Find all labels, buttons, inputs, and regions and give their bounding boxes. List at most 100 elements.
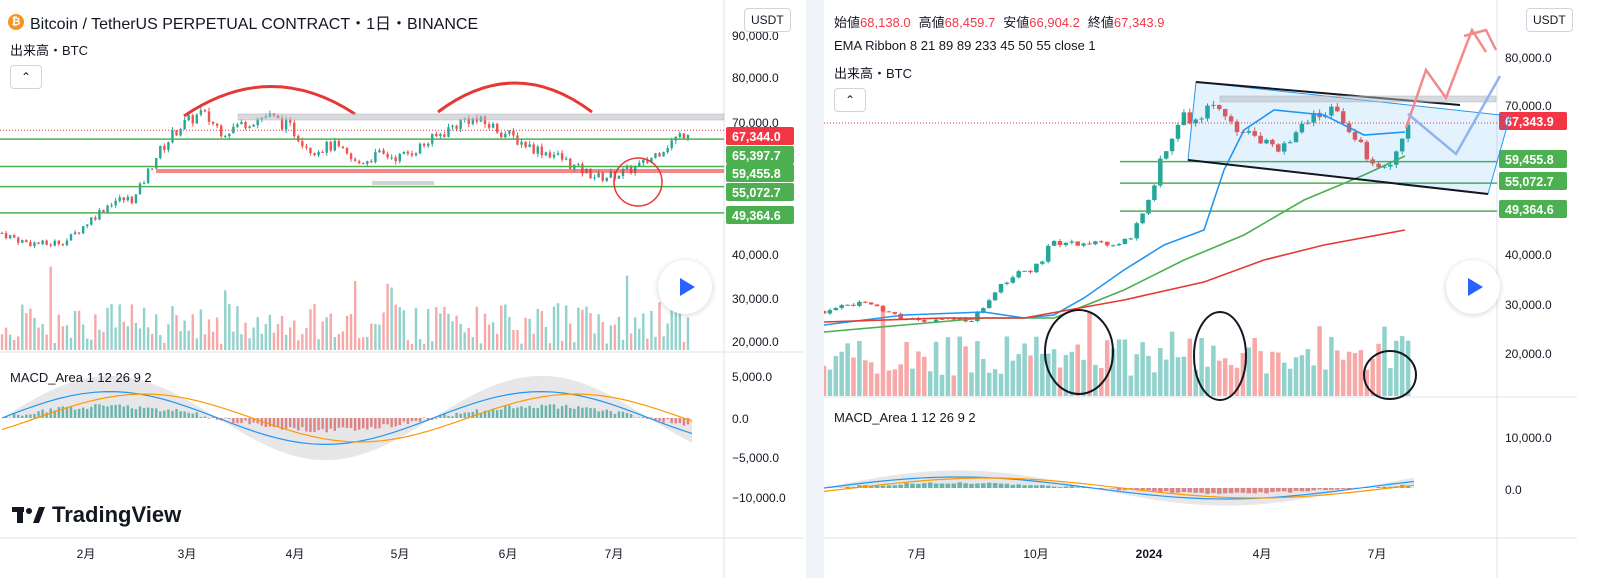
volume-bar: [171, 306, 174, 350]
price-tag: [726, 183, 794, 201]
price-tag-label: 55,072.7: [1505, 175, 1554, 189]
volume-bar: [1004, 336, 1010, 396]
right-chart-panel[interactable]: 80,000.0 70,000.0 40,000.0 30,000.0 20,000.0…: [824, 0, 1600, 578]
candle-body: [1211, 104, 1216, 106]
volume-bar: [1376, 343, 1381, 396]
volume-bar: [467, 327, 470, 350]
candle-body: [1093, 241, 1098, 245]
volume-bar: [1010, 360, 1016, 396]
candle-body: [1152, 185, 1157, 200]
macd-histogram-bar: [1045, 485, 1051, 488]
volume-bar: [163, 342, 166, 350]
volume-bar: [516, 329, 519, 350]
volume-bar: [824, 365, 827, 396]
candle-body: [1364, 141, 1370, 160]
collapse-indicators-button[interactable]: ⌃: [834, 88, 866, 112]
macd-histogram-bar: [512, 408, 515, 418]
left-chart-canvas[interactable]: 90,000.0 80,000.0 70,000.0 40,000.0 30,000.0…: [0, 0, 806, 578]
candle-body: [670, 140, 673, 149]
candle-body: [150, 168, 154, 170]
volume-bar: [349, 313, 353, 350]
macd-histogram-bar: [102, 405, 105, 418]
macd-histogram-bar: [467, 412, 470, 418]
macd-histogram-bar: [138, 406, 142, 418]
candle-body: [922, 320, 927, 322]
volume-bar: [167, 324, 170, 350]
macd-histogram-bar: [171, 411, 174, 418]
candle-body: [1045, 245, 1051, 262]
candle-body: [662, 152, 665, 157]
left-chart-panel[interactable]: 90,000.0 80,000.0 70,000.0 40,000.0 30,000.0…: [0, 0, 806, 578]
volume-bar: [106, 307, 109, 350]
ohlc-value: 66,904.2: [1029, 15, 1080, 30]
macd-histogram-bar: [520, 406, 523, 418]
candle-body: [839, 305, 844, 309]
candle-body: [1081, 243, 1086, 246]
candle-body: [77, 232, 81, 234]
right-chart-canvas[interactable]: 80,000.0 70,000.0 40,000.0 30,000.0 20,000.0…: [824, 0, 1600, 578]
volume-bar: [1093, 364, 1098, 396]
volume-bar: [1364, 369, 1370, 396]
volume-bar: [613, 324, 617, 350]
volume-bar: [268, 314, 272, 350]
candle-body: [288, 119, 292, 123]
volume-bar: [646, 338, 649, 350]
tradingview-logo[interactable]: TradingView: [12, 502, 181, 528]
candle-body: [69, 234, 73, 241]
macd-histogram-bar: [992, 482, 998, 488]
candle-body: [329, 141, 332, 151]
candle-body: [556, 153, 560, 155]
macd-histogram-bar: [426, 418, 430, 421]
volume-bar: [593, 333, 596, 350]
macd-histogram-bar: [183, 411, 186, 418]
candle-body: [1199, 118, 1204, 120]
candle-body: [122, 197, 125, 201]
candle-body: [504, 133, 507, 138]
candle-body: [1034, 263, 1039, 273]
volume-bar: [536, 308, 539, 350]
time-axis-label: 4月: [1253, 547, 1272, 561]
candle-body: [957, 318, 962, 320]
candle-body: [378, 150, 381, 153]
volume-bar: [130, 304, 134, 350]
collapse-indicators-button[interactable]: ⌃: [10, 65, 42, 89]
candle-body: [625, 165, 629, 170]
volume-bar: [1222, 358, 1228, 396]
volume-bar: [297, 340, 300, 350]
macd-histogram-bar: [57, 406, 61, 418]
time-axis-label: 7月: [908, 547, 927, 561]
volume-bar: [1022, 343, 1027, 396]
macd-histogram-bar: [1222, 488, 1228, 494]
candle-body: [1329, 106, 1334, 116]
macd-histogram-bar: [288, 418, 292, 428]
macd-histogram-bar: [317, 418, 320, 431]
volume-bar: [957, 336, 962, 396]
volume-bar: [617, 316, 621, 350]
macd-histogram-bar: [969, 483, 974, 488]
replay-play-button[interactable]: [658, 260, 712, 314]
price-tag-label: 59,455.8: [732, 167, 781, 181]
volume-bar: [305, 328, 308, 350]
volume-bar: [12, 339, 16, 350]
macd-histogram-bar: [268, 418, 272, 427]
candle-body: [90, 217, 93, 225]
volume-bar: [845, 343, 850, 396]
candle-body: [402, 151, 406, 154]
currency-selector[interactable]: USDT: [744, 8, 791, 32]
macd-histogram-bar: [106, 406, 109, 418]
candle-body: [203, 110, 207, 112]
macd-histogram-bar: [366, 418, 369, 430]
volume-bar: [650, 310, 653, 350]
macd-histogram-bar: [1028, 485, 1033, 488]
volume-bar: [232, 331, 235, 350]
volume-bar: [927, 371, 933, 396]
currency-selector[interactable]: USDT: [1526, 8, 1573, 32]
volume-bar: [1187, 338, 1193, 396]
candle-body: [577, 163, 580, 165]
macd-histogram-bar: [857, 485, 862, 488]
volume-bar: [252, 327, 255, 350]
replay-play-button[interactable]: [1446, 260, 1500, 314]
macd-histogram-bar: [1146, 488, 1151, 491]
candle-body: [1051, 241, 1057, 246]
macd-histogram-bar: [341, 418, 345, 428]
